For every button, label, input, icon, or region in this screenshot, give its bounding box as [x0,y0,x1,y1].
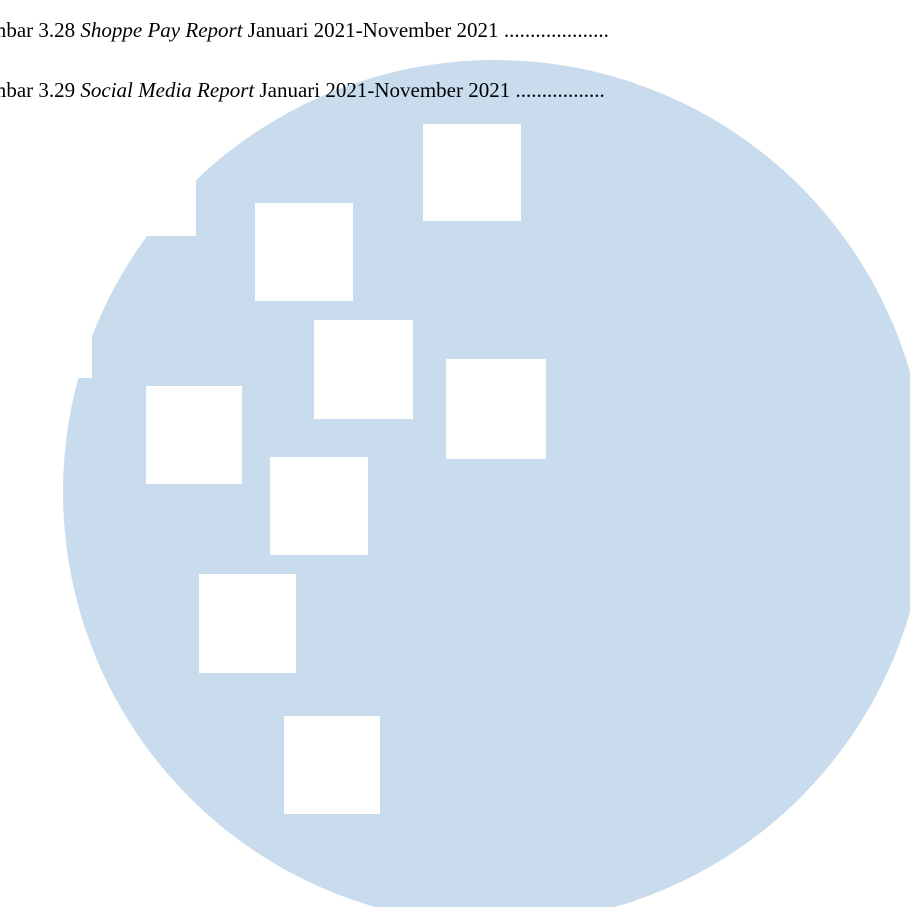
toc-dot-leader: .................... [503,18,609,42]
toc-entry-title-italic: Social Media Report [80,78,255,102]
toc-entry-title-italic: Shoppe Pay Report [80,18,243,42]
watermark-square [314,320,413,419]
toc-entry-title-rest: Januari 2021-November 2021 [242,18,504,42]
toc-dot-leader: ................. [515,78,605,102]
toc-entry-figure-3-28: mbar 3.28 Shoppe Pay Report Januari 2021… [0,17,900,43]
watermark-square [255,203,353,301]
watermark-square [446,359,546,459]
toc-entry-prefix: mbar 3.29 [0,78,76,102]
watermark-square [146,386,242,484]
watermark-square [270,457,368,555]
toc-entry-prefix: mbar 3.28 [0,18,76,42]
watermark-square [199,574,296,673]
watermark-square [100,142,196,236]
watermark-square [284,716,380,814]
toc-entry-title-rest: Januari 2021-November 2021 [254,78,516,102]
toc-entry-figure-3-29: mbar 3.29 Social Media Report Januari 20… [0,77,900,103]
watermark-square [423,124,521,221]
watermark-square [0,276,92,378]
